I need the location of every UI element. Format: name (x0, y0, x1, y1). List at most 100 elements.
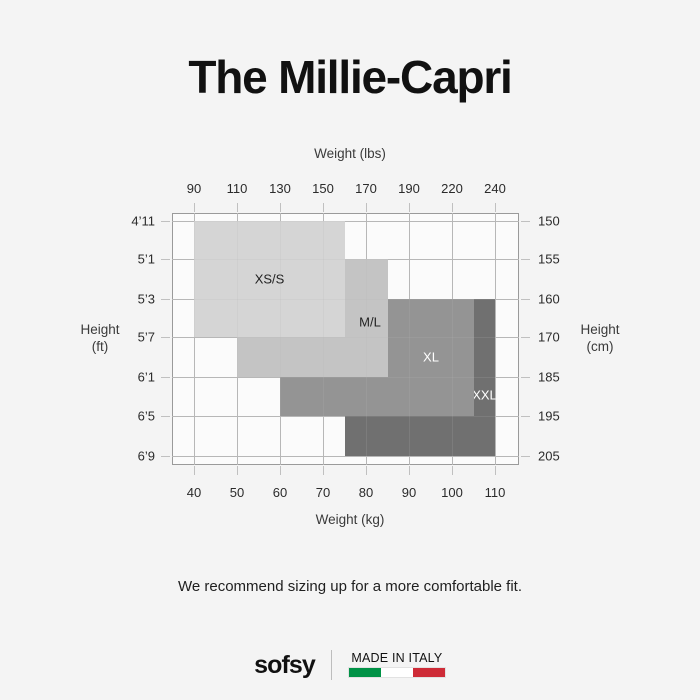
tick-right (521, 456, 530, 457)
tick-label-weight-lbs: 110 (226, 181, 248, 196)
size-grid-plot: XXL XL M/L XS/S (161, 203, 530, 475)
gridline-horizontal-overlay (172, 416, 519, 417)
tick-label-weight-kg: 80 (358, 485, 374, 500)
bottom-axis-title: Weight (kg) (315, 512, 385, 527)
tick-label-height-cm: 205 (538, 448, 560, 464)
tick-bottom (495, 466, 496, 475)
tick-top (237, 203, 238, 212)
tick-left (161, 259, 170, 260)
tick-bottom (323, 466, 324, 475)
tick-label-height-ft: 6’9 (137, 448, 155, 464)
tick-label-weight-lbs: 130 (269, 181, 291, 196)
tick-label-height-cm: 150 (538, 213, 560, 229)
sofsy-logo: sofsy (254, 650, 316, 679)
flag-stripe-red (412, 668, 445, 678)
italy-flag-icon (347, 667, 446, 679)
tick-right (521, 259, 530, 260)
gridline-horizontal-overlay (172, 259, 519, 260)
left-axis-title-line1: Height (80, 322, 120, 337)
tick-label-height-ft: 4’11 (131, 213, 155, 229)
size-region-label-xl: XL (423, 349, 439, 365)
tick-label-weight-kg: 60 (272, 485, 288, 500)
tick-top (280, 203, 281, 212)
tick-label-weight-kg: 70 (315, 485, 331, 500)
gridline-vertical-overlay (452, 213, 453, 465)
tick-label-weight-lbs: 220 (441, 181, 463, 196)
gridline-horizontal (172, 221, 519, 222)
gridline-vertical-overlay (495, 213, 496, 465)
gridline-vertical (495, 213, 496, 465)
tick-top (366, 203, 367, 212)
size-region-label-m-l: M/L (359, 314, 381, 330)
right-axis-title-line1: Height (580, 322, 620, 337)
made-in-italy-badge: MADE IN ITALY (347, 650, 446, 679)
tick-right (521, 299, 530, 300)
left-axis-title-line2: (ft) (91, 338, 109, 354)
tick-right (521, 377, 530, 378)
tick-bottom (194, 466, 195, 475)
tick-bottom (409, 466, 410, 475)
tick-label-weight-kg: 50 (229, 485, 245, 500)
tick-label-weight-lbs: 170 (355, 181, 377, 196)
tick-label-height-ft: 5’7 (137, 329, 155, 345)
tick-label-height-cm: 185 (538, 369, 560, 385)
tick-label-height-ft: 5’3 (137, 291, 155, 307)
tick-bottom (452, 466, 453, 475)
tick-label-height-ft: 5’1 (137, 251, 155, 267)
tick-top (409, 203, 410, 212)
gridline-vertical-overlay (280, 213, 281, 465)
sizing-note: We recommend sizing up for a more comfor… (177, 578, 523, 595)
gridline-vertical-overlay (237, 213, 238, 465)
tick-right (521, 416, 530, 417)
tick-label-height-cm: 170 (538, 329, 560, 345)
tick-label-height-cm: 195 (538, 408, 560, 424)
tick-top (323, 203, 324, 212)
gridline-horizontal-overlay (172, 456, 519, 457)
tick-bottom (280, 466, 281, 475)
tick-top (194, 203, 195, 212)
tick-left (161, 299, 170, 300)
tick-label-weight-kg: 90 (401, 485, 417, 500)
tick-left (161, 416, 170, 417)
tick-label-height-ft: 6’5 (137, 408, 155, 424)
gridline-vertical-overlay (366, 213, 367, 465)
tick-bottom (237, 466, 238, 475)
tick-label-weight-lbs: 240 (484, 181, 506, 196)
right-axis-title: Height (cm) (556, 322, 644, 356)
right-axis-title-line2: (cm) (586, 338, 614, 354)
gridline-horizontal-overlay (172, 299, 519, 300)
tick-label-weight-kg: 40 (186, 485, 202, 500)
tick-label-weight-lbs: 90 (186, 181, 202, 196)
gridline-vertical-overlay (194, 213, 195, 465)
page-title: The Millie-Capri (188, 51, 512, 103)
tick-left (161, 337, 170, 338)
tick-left (161, 456, 170, 457)
tick-bottom (366, 466, 367, 475)
tick-label-weight-kg: 110 (484, 485, 506, 500)
tick-label-height-cm: 160 (538, 291, 560, 307)
tick-top (452, 203, 453, 212)
tick-label-height-ft: 6’1 (137, 369, 155, 385)
tick-left (161, 221, 170, 222)
size-region-label-xs-s: XS/S (254, 271, 285, 287)
size-region-label-xxl: XXL (472, 387, 497, 402)
gridline-horizontal-overlay (172, 337, 519, 338)
left-axis-title: Height (ft) (56, 322, 144, 356)
tick-right (521, 337, 530, 338)
brand-divider (330, 650, 332, 680)
gridline-horizontal-overlay (172, 221, 519, 222)
plot-frame (172, 213, 519, 465)
gridline-vertical (194, 213, 195, 465)
gridline-horizontal-overlay (172, 377, 519, 378)
made-in-italy-label: MADE IN ITALY (351, 650, 443, 665)
tick-label-weight-lbs: 150 (312, 181, 334, 196)
brand-bar: sofsy MADE IN ITALY (0, 650, 700, 680)
top-axis-title: Weight (lbs) (314, 146, 386, 161)
tick-right (521, 221, 530, 222)
gridline-vertical-overlay (409, 213, 410, 465)
tick-left (161, 377, 170, 378)
tick-label-weight-lbs: 190 (398, 181, 420, 196)
tick-top (495, 203, 496, 212)
flag-stripe-white (380, 668, 413, 678)
